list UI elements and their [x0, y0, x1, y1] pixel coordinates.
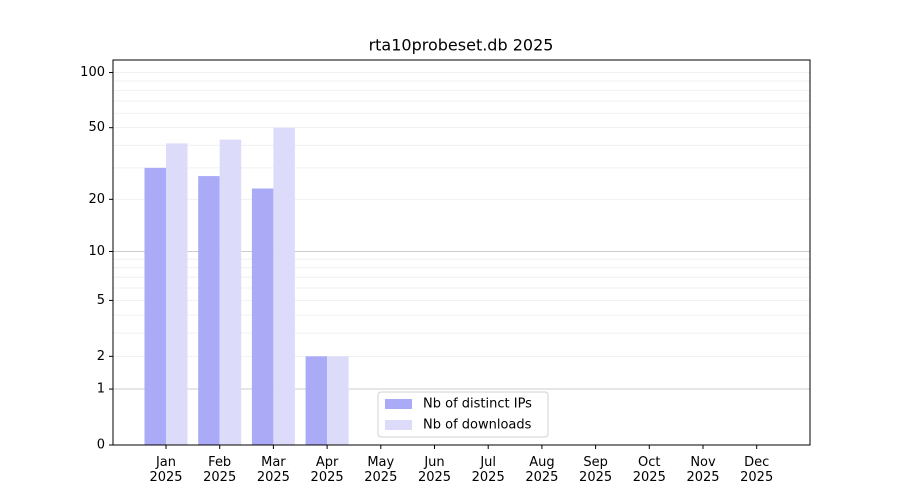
x-tick-label: Nov 2025 — [686, 455, 719, 485]
x-tick-label: Jul 2025 — [472, 455, 505, 485]
bar — [251, 188, 274, 445]
x-tick-label: Aug 2025 — [525, 455, 558, 485]
bar — [198, 176, 220, 445]
bar — [219, 139, 242, 445]
y-tick-label: 5 — [97, 293, 105, 308]
x-tick-label: Apr 2025 — [311, 455, 344, 485]
x-tick-label: Feb 2025 — [203, 455, 236, 485]
legend-swatch — [385, 399, 412, 409]
bar — [327, 356, 349, 445]
x-tick-label: Jun 2025 — [418, 455, 451, 485]
y-tick-label: 20 — [88, 192, 105, 207]
legend: Nb of distinct IPs Nb of downloads — [377, 391, 549, 438]
x-tick-label: Oct 2025 — [633, 455, 666, 485]
legend-label: Nb of distinct IPs — [423, 397, 532, 412]
bar — [166, 143, 188, 446]
x-tick-label: Mar 2025 — [257, 455, 290, 485]
chart-title: rta10probeset.db 2025 — [369, 36, 554, 55]
y-tick-label: 100 — [80, 65, 105, 80]
y-tick-label: 1 — [97, 382, 105, 397]
plot-frame — [112, 59, 811, 446]
y-tick-label: 50 — [88, 120, 105, 135]
bar — [273, 127, 295, 445]
legend-label: Nb of downloads — [423, 418, 532, 433]
x-tick-label: Sep 2025 — [579, 455, 612, 485]
legend-swatch — [385, 420, 412, 430]
bar — [305, 356, 328, 445]
y-tick-label: 10 — [88, 244, 105, 259]
x-tick-label: Jan 2025 — [149, 455, 182, 485]
legend-box — [377, 391, 549, 438]
y-tick-label: 0 — [97, 438, 105, 453]
y-tick-label: 2 — [97, 349, 105, 364]
x-tick-label: May 2025 — [364, 455, 397, 485]
x-tick-label: Dec 2025 — [740, 455, 773, 485]
bar — [144, 167, 166, 445]
